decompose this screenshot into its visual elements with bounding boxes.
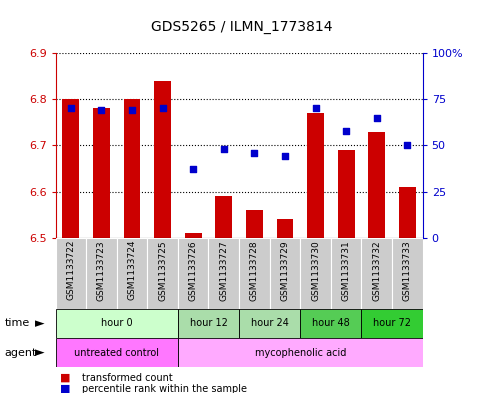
Text: hour 24: hour 24 — [251, 318, 289, 328]
Text: untreated control: untreated control — [74, 348, 159, 358]
Bar — [399, 187, 416, 238]
Text: hour 0: hour 0 — [101, 318, 132, 328]
Bar — [300, 309, 361, 338]
Bar — [392, 238, 423, 309]
Point — [67, 105, 75, 112]
Text: ►: ► — [35, 317, 45, 330]
Point — [373, 115, 381, 121]
Point — [98, 107, 105, 114]
Point — [220, 146, 227, 152]
Text: agent: agent — [5, 348, 37, 358]
Text: ►: ► — [35, 346, 45, 359]
Text: mycophenolic acid: mycophenolic acid — [255, 348, 346, 358]
Point — [403, 142, 411, 149]
Bar — [56, 238, 86, 309]
Text: GSM1133727: GSM1133727 — [219, 240, 228, 301]
Bar — [178, 309, 239, 338]
Point — [281, 153, 289, 160]
Text: GSM1133724: GSM1133724 — [128, 240, 137, 300]
Bar — [307, 113, 324, 238]
Text: time: time — [5, 318, 30, 328]
Text: GSM1133731: GSM1133731 — [341, 240, 351, 301]
Bar — [361, 238, 392, 309]
Text: GDS5265 / ILMN_1773814: GDS5265 / ILMN_1773814 — [151, 20, 332, 34]
Bar — [56, 338, 178, 367]
Text: hour 12: hour 12 — [189, 318, 227, 328]
Text: GSM1133729: GSM1133729 — [281, 240, 289, 301]
Text: GSM1133728: GSM1133728 — [250, 240, 259, 301]
Bar — [147, 238, 178, 309]
Bar — [361, 309, 423, 338]
Point — [312, 105, 319, 112]
Bar — [239, 238, 270, 309]
Text: ■: ■ — [60, 384, 71, 393]
Bar — [239, 309, 300, 338]
Text: GSM1133725: GSM1133725 — [158, 240, 167, 301]
Text: GSM1133730: GSM1133730 — [311, 240, 320, 301]
Text: GSM1133723: GSM1133723 — [97, 240, 106, 301]
Text: percentile rank within the sample: percentile rank within the sample — [82, 384, 247, 393]
Bar — [277, 219, 293, 238]
Point — [159, 105, 167, 112]
Bar — [86, 238, 117, 309]
Text: ■: ■ — [60, 373, 71, 383]
Point — [251, 150, 258, 156]
Bar — [178, 238, 209, 309]
Bar — [331, 238, 361, 309]
Bar — [270, 238, 300, 309]
Bar — [209, 238, 239, 309]
Point — [128, 107, 136, 114]
Text: GSM1133722: GSM1133722 — [66, 240, 75, 300]
Point — [189, 166, 197, 173]
Bar — [369, 132, 385, 238]
Bar — [300, 238, 331, 309]
Bar — [93, 108, 110, 238]
Bar — [117, 238, 147, 309]
Point — [342, 127, 350, 134]
Bar — [62, 99, 79, 238]
Bar — [215, 196, 232, 238]
Text: transformed count: transformed count — [82, 373, 173, 383]
Bar — [338, 150, 355, 238]
Bar — [154, 81, 171, 238]
Bar — [185, 233, 201, 238]
Bar — [246, 210, 263, 238]
Bar — [124, 99, 141, 238]
Text: hour 48: hour 48 — [312, 318, 350, 328]
Bar — [178, 338, 423, 367]
Text: GSM1133733: GSM1133733 — [403, 240, 412, 301]
Bar — [56, 309, 178, 338]
Text: GSM1133732: GSM1133732 — [372, 240, 381, 301]
Text: GSM1133726: GSM1133726 — [189, 240, 198, 301]
Text: hour 72: hour 72 — [373, 318, 411, 328]
